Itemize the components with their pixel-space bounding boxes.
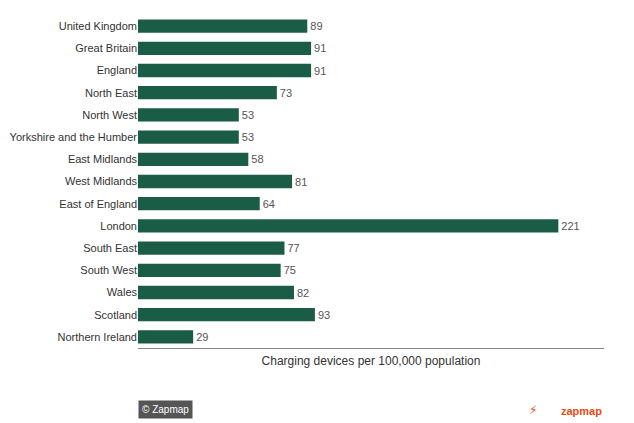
svg-text:64: 64 [263, 198, 275, 210]
svg-text:East Midlands: East Midlands [68, 153, 138, 165]
svg-text:London: London [100, 220, 137, 232]
svg-text:Yorkshire and the Humber: Yorkshire and the Humber [10, 131, 138, 143]
svg-text:Northern Ireland: Northern Ireland [58, 331, 138, 343]
svg-text:91: 91 [314, 65, 326, 77]
svg-text:91: 91 [314, 42, 326, 54]
svg-text:221: 221 [561, 220, 579, 232]
svg-text:Great Britain: Great Britain [75, 42, 137, 54]
svg-text:North East: North East [85, 87, 137, 99]
svg-text:South West: South West [80, 264, 137, 276]
svg-text:East of England: East of England [59, 198, 137, 210]
svg-text:Charging devices per 100,000 p: Charging devices per 100,000 population [262, 354, 481, 368]
svg-text:Wales: Wales [107, 286, 138, 298]
svg-text:93: 93 [318, 309, 330, 321]
svg-text:53: 53 [242, 109, 254, 121]
svg-text:Scotland: Scotland [94, 309, 137, 321]
svg-text:29: 29 [196, 331, 208, 343]
svg-text:81: 81 [295, 176, 307, 188]
svg-text:England: England [97, 64, 137, 76]
svg-text:North West: North West [82, 109, 137, 121]
svg-text:53: 53 [242, 131, 254, 143]
svg-text:zapmap: zapmap [561, 405, 602, 417]
svg-text:South East: South East [83, 242, 137, 254]
svg-text:75: 75 [284, 264, 296, 276]
svg-text:73: 73 [280, 87, 292, 99]
svg-text:82: 82 [297, 287, 309, 299]
svg-text:West Midlands: West Midlands [65, 175, 137, 187]
svg-text:⚡: ⚡ [529, 403, 537, 417]
svg-text:United Kingdom: United Kingdom [59, 20, 137, 32]
svg-text:89: 89 [310, 20, 322, 32]
svg-text:© Zapmap: © Zapmap [142, 404, 189, 415]
svg-text:58: 58 [251, 153, 263, 165]
svg-text:77: 77 [287, 242, 299, 254]
